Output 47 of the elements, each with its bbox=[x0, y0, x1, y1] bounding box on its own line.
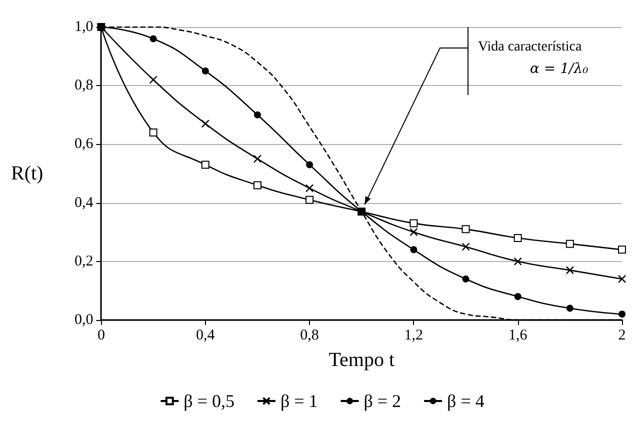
point bbox=[149, 128, 158, 136]
legend-label: β = 4 bbox=[447, 391, 484, 411]
x-tick-label: 0,4 bbox=[196, 328, 216, 344]
point bbox=[566, 266, 574, 274]
y-tick-label: 0,4 bbox=[74, 194, 94, 211]
point bbox=[618, 274, 626, 284]
x-axis-title: Tempo t bbox=[328, 349, 395, 371]
point bbox=[305, 184, 314, 192]
point bbox=[410, 228, 418, 236]
legend-label: β = 1 bbox=[280, 391, 318, 411]
point bbox=[514, 293, 522, 300]
annotation: α = 1/λ₀ bbox=[530, 61, 589, 77]
point bbox=[566, 304, 574, 312]
point bbox=[410, 219, 418, 228]
point bbox=[514, 234, 522, 242]
point bbox=[306, 161, 314, 168]
point bbox=[253, 181, 262, 190]
x-tick-label: 2 bbox=[618, 328, 626, 344]
x-tick-label: 1,6 bbox=[508, 328, 528, 344]
point bbox=[514, 257, 522, 266]
y-tick-label: 0,0 bbox=[74, 312, 94, 328]
point bbox=[202, 67, 209, 74]
x-tick-label: 1,2 bbox=[404, 328, 424, 344]
x-tick-label: 0,8 bbox=[300, 328, 319, 344]
annotation: Vida característica bbox=[478, 40, 582, 54]
point bbox=[150, 35, 157, 42]
point bbox=[618, 310, 626, 318]
y-axis-title: R(t) bbox=[11, 162, 44, 184]
legend-label: β = 2 bbox=[364, 391, 402, 411]
point bbox=[201, 160, 210, 169]
point bbox=[149, 76, 158, 84]
point bbox=[306, 196, 314, 204]
x-tick-label: 0 bbox=[97, 328, 105, 344]
point bbox=[618, 246, 626, 254]
y-tick-label: 1,0 bbox=[74, 19, 94, 35]
point bbox=[462, 225, 470, 234]
point bbox=[254, 111, 261, 118]
point bbox=[462, 242, 470, 251]
y-tick-label: 0,2 bbox=[74, 253, 94, 270]
legend-label: β = 0,5 bbox=[184, 391, 234, 411]
y-tick-label: 0,6 bbox=[74, 136, 94, 152]
point bbox=[410, 246, 418, 254]
y-tick-label: 0,8 bbox=[74, 78, 94, 94]
point bbox=[201, 120, 210, 128]
point bbox=[566, 240, 574, 248]
point bbox=[462, 275, 470, 282]
point bbox=[253, 154, 262, 163]
